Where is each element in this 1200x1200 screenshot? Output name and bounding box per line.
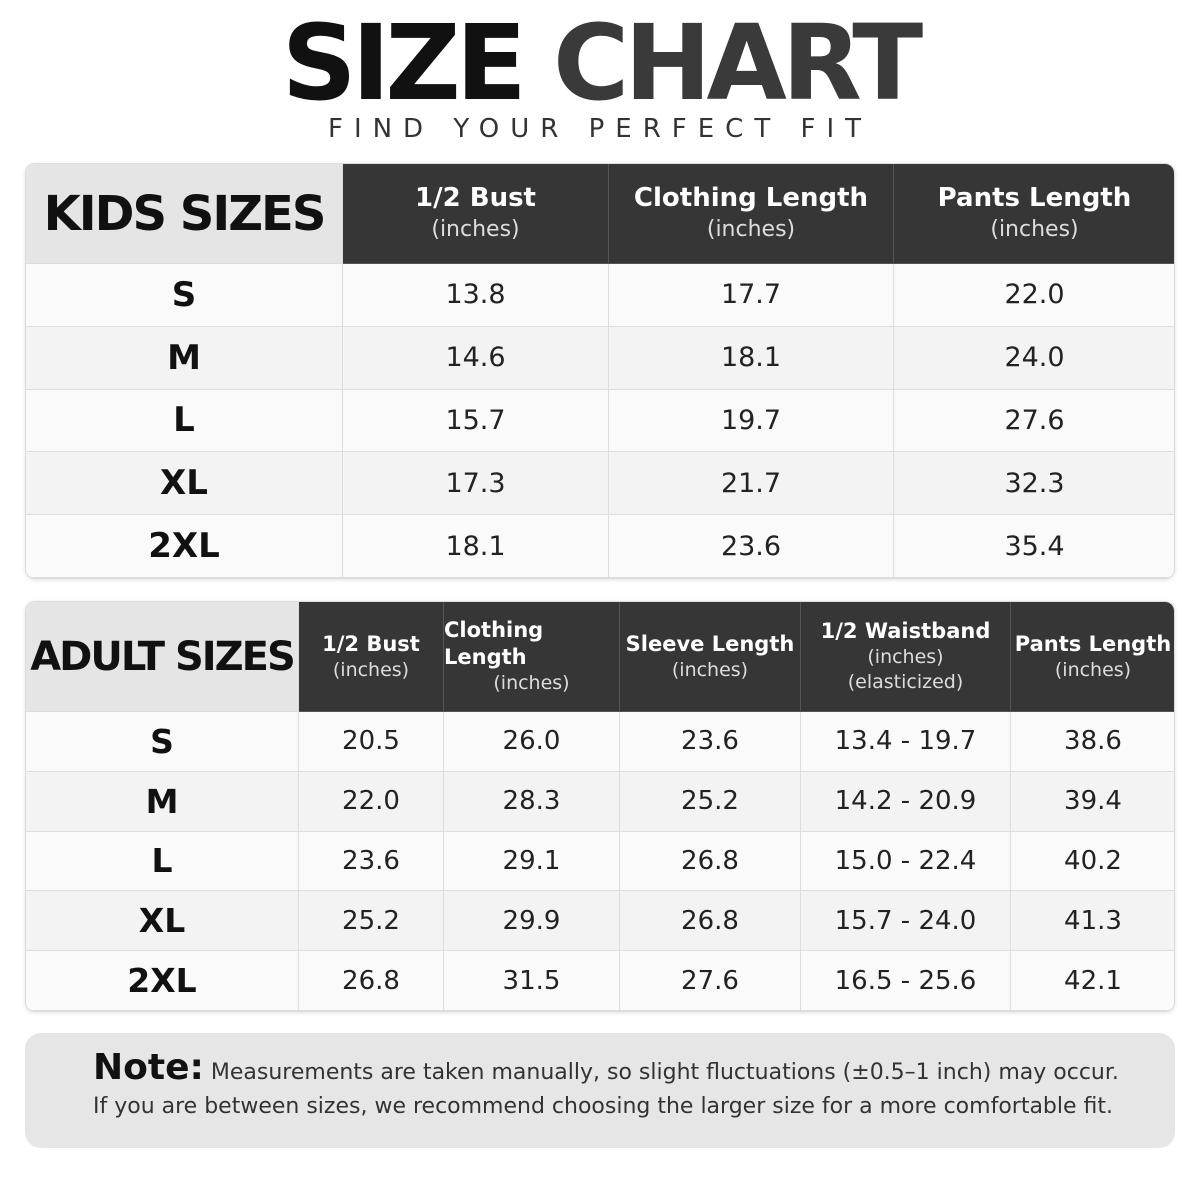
value-cell: 25.2 (620, 771, 801, 832)
column-name: 1/2 Bust (322, 631, 420, 656)
value-cell: 18.1 (343, 515, 609, 578)
value-cell: 22.0 (894, 264, 1174, 327)
size-label: L (26, 389, 343, 453)
value-cell: 17.7 (609, 264, 894, 327)
size-label: 2XL (26, 951, 299, 1011)
size-label: XL (26, 452, 343, 516)
size-label: 2XL (26, 515, 343, 578)
value-cell: 19.7 (609, 389, 894, 453)
value-cell: 35.4 (894, 515, 1174, 578)
section-title: ADULT SIZES (26, 602, 299, 712)
column-unit: (inches) (671, 658, 749, 681)
title-word: SIZE (281, 2, 527, 124)
value-cell: 39.4 (1011, 771, 1174, 832)
adult-table: ADULT SIZES 1/2 Bust (inches) Clothing Leng… (25, 601, 1175, 1012)
value-cell: 20.5 (299, 712, 444, 772)
title: SIZE CHART (0, 8, 1200, 118)
value-cell: 40.2 (1011, 831, 1174, 892)
size-label: M (26, 326, 343, 390)
value-cell: 32.3 (894, 452, 1174, 516)
size-label: M (26, 771, 299, 832)
value-cell: 18.1 (609, 326, 894, 390)
note-label: Note: (93, 1047, 204, 1088)
size-label: S (26, 712, 299, 772)
note-text: If you are between sizes, we recommend c… (93, 1094, 1114, 1119)
column-name: Pants Length (1014, 631, 1172, 656)
value-cell: 22.0 (299, 771, 444, 832)
value-cell: 14.2 - 20.9 (801, 771, 1011, 832)
value-cell: 17.3 (343, 452, 609, 516)
column-unit: (inches) (867, 646, 944, 669)
value-cell: 16.5 - 25.6 (801, 951, 1011, 1011)
value-cell: 15.7 - 24.0 (801, 891, 1011, 952)
value-cell: 13.4 - 19.7 (801, 712, 1011, 772)
value-cell: 26.8 (620, 831, 801, 892)
value-cell: 26.0 (444, 712, 620, 772)
value-cell: 21.7 (609, 452, 894, 516)
value-cell: 27.6 (620, 951, 801, 1011)
value-cell: 15.7 (343, 389, 609, 453)
size-label: L (26, 831, 299, 892)
value-cell: 13.8 (343, 264, 609, 327)
column-header: Pants Length (inches) (1011, 602, 1174, 712)
column-header: Sleeve Length (inches) (620, 602, 801, 712)
value-cell: 15.0 - 22.4 (801, 831, 1011, 892)
value-cell: 25.2 (299, 891, 444, 952)
column-name: Sleeve Length (625, 631, 795, 656)
column-unit: (inches) (1054, 658, 1132, 681)
column-header: Clothing Length (inches) (444, 602, 620, 712)
kids-table: KIDS SIZES 1/2 Bust (inches) Clothing Lengt… (25, 163, 1175, 579)
column-unit: (inches) (332, 658, 410, 681)
note-text: Measurements are taken manually, so slig… (210, 1060, 1119, 1085)
column-header: 1/2 Waistband (inches) (elasticized) (801, 602, 1011, 712)
column-header: 1/2 Bust (inches) (343, 164, 609, 264)
column-note: (elasticized) (847, 671, 964, 694)
column-name: Pants Length (937, 183, 1132, 214)
size-label: S (26, 264, 343, 327)
column-unit: (inches) (493, 672, 570, 695)
value-cell: 23.6 (299, 831, 444, 892)
column-header: Pants Length (inches) (894, 164, 1174, 264)
column-unit: (inches) (706, 217, 796, 243)
value-cell: 31.5 (444, 951, 620, 1011)
column-name: 1/2 Waistband (820, 619, 991, 644)
value-cell: 28.3 (444, 771, 620, 832)
title-word: CHART (553, 2, 923, 124)
value-cell: 41.3 (1011, 891, 1174, 952)
value-cell: 26.8 (299, 951, 444, 1011)
column-name: 1/2 Bust (415, 183, 536, 214)
column-name: Clothing Length (444, 617, 544, 670)
value-cell: 26.8 (620, 891, 801, 952)
section-title: KIDS SIZES (26, 164, 343, 264)
value-cell: 23.6 (609, 515, 894, 578)
column-header: Clothing Length (inches) (609, 164, 894, 264)
column-unit: (inches) (431, 217, 520, 243)
size-label: XL (26, 891, 299, 952)
column-name: Clothing Length (633, 183, 869, 214)
value-cell: 29.1 (444, 831, 620, 892)
value-cell: 14.6 (343, 326, 609, 390)
note-box: Note: Measurements are taken manually, s… (25, 1033, 1175, 1148)
value-cell: 42.1 (1011, 951, 1174, 1011)
subtitle: FIND YOUR PERFECT FIT (327, 114, 872, 144)
value-cell: 38.6 (1011, 712, 1174, 772)
value-cell: 24.0 (894, 326, 1174, 390)
value-cell: 29.9 (444, 891, 620, 952)
value-cell: 27.6 (894, 389, 1174, 453)
column-header: 1/2 Bust (inches) (299, 602, 444, 712)
value-cell: 23.6 (620, 712, 801, 772)
column-unit: (inches) (990, 217, 1079, 243)
